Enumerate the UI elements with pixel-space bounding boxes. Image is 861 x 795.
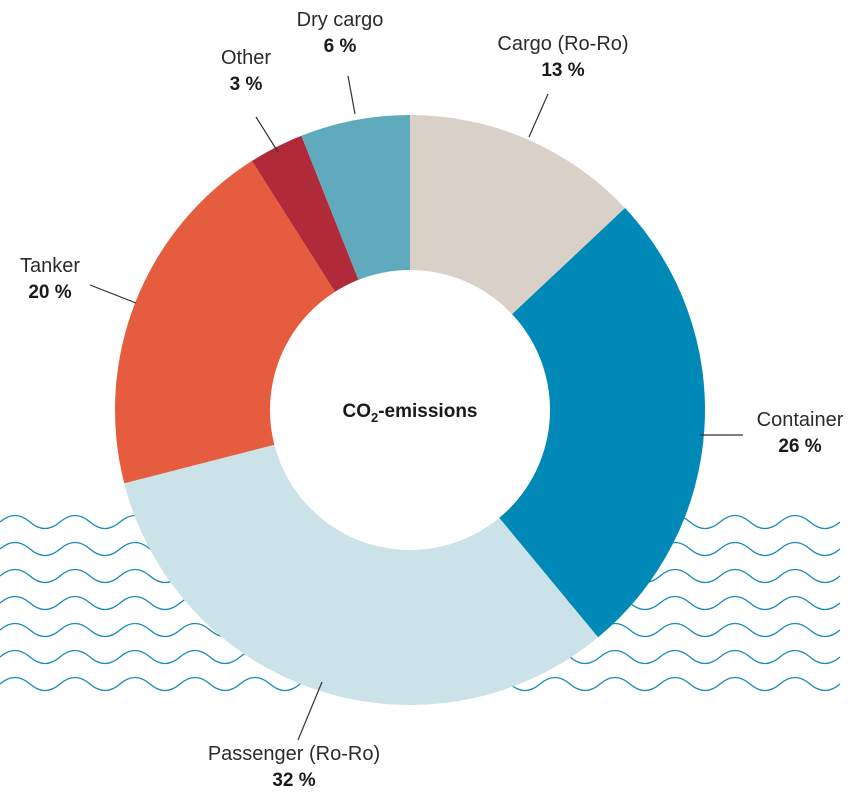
leader-lines (89, 75, 743, 741)
slice-value-other: 3 % (230, 74, 263, 95)
center-label-suffix: -emissions (378, 401, 477, 422)
slice-label-container: Container (757, 409, 844, 431)
leader-line-other (255, 116, 279, 153)
leader-line-dry-cargo (347, 75, 356, 115)
slice-label-cargo-ro-ro: Cargo (Ro-Ro) (497, 33, 628, 55)
slice-value-dry-cargo: 6 % (324, 36, 357, 57)
leader-line-cargo-ro-ro (528, 93, 549, 138)
slice-label-tanker: Tanker (20, 255, 80, 277)
leader-line-passenger-ro-ro (297, 681, 323, 741)
slice-label-passenger-ro-ro: Passenger (Ro-Ro) (208, 743, 380, 765)
center-label-subscript: 2 (371, 410, 378, 425)
slice-passenger-ro-ro (124, 410, 599, 705)
slice-label-dry-cargo: Dry cargo (297, 9, 384, 31)
leader-line-tanker (89, 284, 137, 304)
slice-value-cargo-ro-ro: 13 % (541, 60, 584, 81)
slice-container (410, 208, 705, 638)
slice-value-container: 26 % (778, 436, 821, 457)
center-label-main: CO (343, 401, 372, 422)
slice-value-tanker: 20 % (28, 282, 71, 303)
slice-value-passenger-ro-ro: 32 % (272, 770, 315, 791)
slice-label-other: Other (221, 47, 271, 69)
donut-hole (270, 270, 550, 550)
center-label: CO2-emissions (343, 401, 478, 425)
